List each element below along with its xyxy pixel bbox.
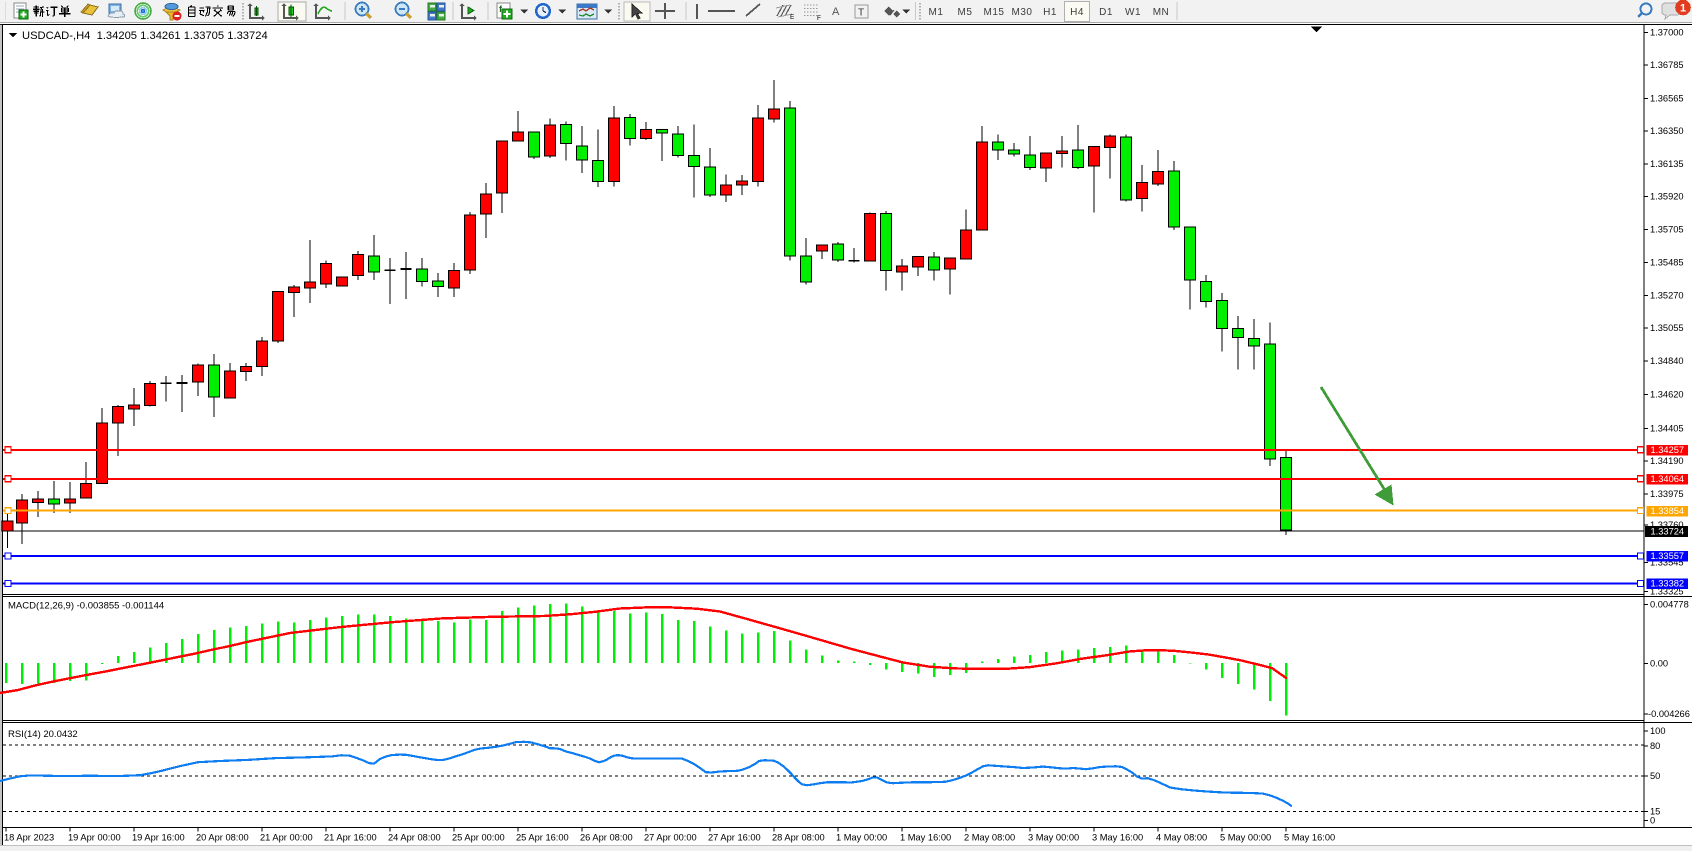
svg-text:1.36135: 1.36135 [1650, 159, 1684, 169]
svg-text:1.37000: 1.37000 [1650, 27, 1684, 37]
svg-text:1.36350: 1.36350 [1650, 126, 1684, 136]
svg-text:0.00: 0.00 [1650, 659, 1668, 669]
svg-text:28 Apr 08:00: 28 Apr 08:00 [772, 833, 825, 843]
svg-text:1.33382: 1.33382 [1651, 579, 1685, 589]
svg-text:USDCAD-,H4 1.34205 1.34261 1.: USDCAD-,H4 1.34205 1.34261 1.33705 1.337… [22, 30, 268, 42]
svg-text:W1: W1 [1125, 7, 1141, 18]
svg-text:1.36565: 1.36565 [1650, 94, 1684, 104]
svg-text:1.35920: 1.35920 [1650, 192, 1684, 202]
svg-text:H1: H1 [1043, 7, 1057, 18]
svg-text:1: 1 [1680, 3, 1686, 15]
svg-text:M5: M5 [958, 7, 973, 18]
svg-text:H4: H4 [1070, 7, 1084, 18]
svg-text:19 Apr 16:00: 19 Apr 16:00 [132, 833, 185, 843]
svg-text:18 Apr 2023: 18 Apr 2023 [4, 833, 54, 843]
svg-text:1.33724: 1.33724 [1651, 527, 1685, 537]
svg-text:E: E [790, 14, 795, 21]
svg-text:1.34620: 1.34620 [1650, 389, 1684, 399]
svg-text:RSI(14) 20.0432: RSI(14) 20.0432 [8, 729, 78, 740]
svg-text:F: F [817, 15, 821, 22]
svg-text:0.004778: 0.004778 [1650, 599, 1689, 609]
svg-text:25 Apr 00:00: 25 Apr 00:00 [452, 833, 505, 843]
svg-text:24 Apr 08:00: 24 Apr 08:00 [388, 833, 441, 843]
svg-text:1.33545: 1.33545 [1650, 558, 1684, 568]
svg-text:1.33854: 1.33854 [1651, 506, 1685, 516]
svg-text:-0.004266: -0.004266 [1648, 709, 1690, 719]
svg-text:1.34840: 1.34840 [1650, 356, 1684, 366]
svg-text:26 Apr 08:00: 26 Apr 08:00 [580, 833, 633, 843]
svg-text:1.33557: 1.33557 [1651, 551, 1685, 561]
svg-text:27 Apr 00:00: 27 Apr 00:00 [644, 833, 697, 843]
svg-text:2 May 08:00: 2 May 08:00 [964, 833, 1015, 843]
svg-text:D1: D1 [1099, 7, 1113, 18]
svg-text:0: 0 [1650, 816, 1655, 826]
svg-text:3 May 00:00: 3 May 00:00 [1028, 833, 1079, 843]
svg-text:MACD(12,26,9) -0.003855 -0.001: MACD(12,26,9) -0.003855 -0.001144 [8, 601, 164, 612]
svg-text:1.35270: 1.35270 [1650, 290, 1684, 300]
svg-text:25 Apr 16:00: 25 Apr 16:00 [516, 833, 569, 843]
svg-text:5 May 00:00: 5 May 00:00 [1220, 833, 1271, 843]
svg-text:15: 15 [1650, 807, 1660, 817]
svg-text:M30: M30 [1012, 7, 1033, 18]
svg-text:M1: M1 [929, 7, 944, 18]
svg-text:80: 80 [1650, 741, 1660, 751]
svg-text:5 May 16:00: 5 May 16:00 [1284, 833, 1335, 843]
svg-text:1.34405: 1.34405 [1650, 424, 1684, 434]
svg-text:100: 100 [1650, 726, 1666, 736]
svg-text:1.36785: 1.36785 [1650, 60, 1684, 70]
svg-text:19 Apr 00:00: 19 Apr 00:00 [68, 833, 121, 843]
svg-text:f: f [499, 4, 503, 14]
svg-text:4 May 08:00: 4 May 08:00 [1156, 833, 1207, 843]
svg-text:1.34190: 1.34190 [1650, 456, 1684, 466]
svg-text:1.33975: 1.33975 [1650, 489, 1684, 499]
svg-text:3 May 16:00: 3 May 16:00 [1092, 833, 1143, 843]
svg-text:1 May 00:00: 1 May 00:00 [836, 833, 887, 843]
svg-text:1.35485: 1.35485 [1650, 258, 1684, 268]
svg-text:A: A [832, 6, 840, 18]
svg-text:M15: M15 [984, 7, 1005, 18]
svg-text:27 Apr 16:00: 27 Apr 16:00 [708, 833, 761, 843]
svg-text:1.35055: 1.35055 [1650, 323, 1684, 333]
svg-text:T: T [858, 8, 864, 19]
svg-text:MN: MN [1153, 7, 1170, 18]
svg-text:1.35705: 1.35705 [1650, 224, 1684, 234]
svg-text:20 Apr 08:00: 20 Apr 08:00 [196, 833, 249, 843]
svg-text:21 Apr 00:00: 21 Apr 00:00 [260, 833, 313, 843]
svg-text:1.33760: 1.33760 [1650, 520, 1684, 530]
svg-text:1.34257: 1.34257 [1651, 445, 1685, 455]
svg-text:1 May 16:00: 1 May 16:00 [900, 833, 951, 843]
svg-text:21 Apr 16:00: 21 Apr 16:00 [324, 833, 377, 843]
svg-text:50: 50 [1650, 771, 1660, 781]
svg-text:1.34064: 1.34064 [1651, 474, 1685, 484]
svg-text:1.33325: 1.33325 [1650, 586, 1684, 596]
